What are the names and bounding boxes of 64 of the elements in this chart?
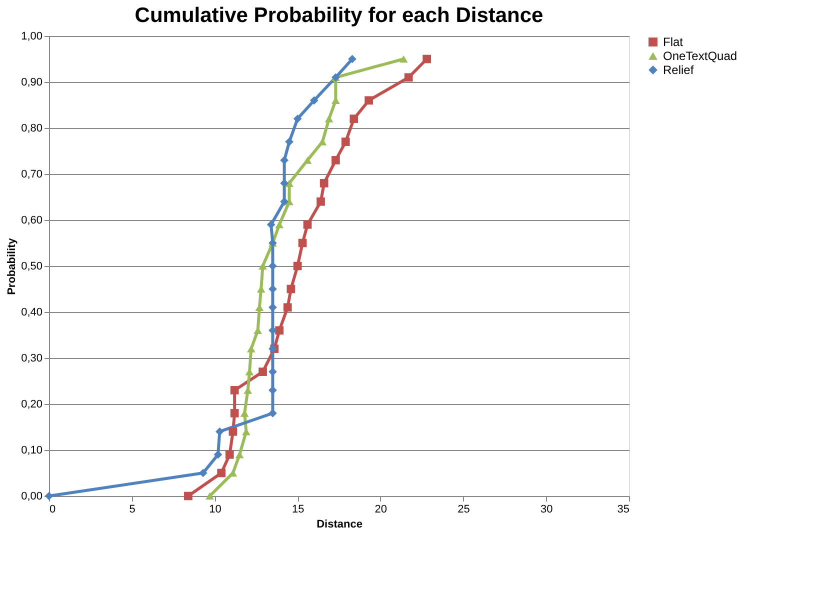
point: [285, 180, 294, 187]
point: [280, 179, 288, 188]
point: [286, 284, 296, 294]
point: [217, 468, 226, 478]
point: [332, 156, 340, 164]
legend-label: Relief: [663, 63, 694, 77]
point: [283, 303, 292, 312]
point: [348, 54, 356, 64]
point: [268, 386, 277, 394]
legend-label: Flat: [663, 35, 684, 49]
point: [298, 238, 307, 248]
point: [275, 326, 284, 335]
point: [316, 197, 325, 206]
point: [404, 73, 413, 82]
y-tick-label: 0,00: [21, 490, 42, 502]
x-tick-label: 20: [374, 504, 388, 516]
point: [228, 427, 238, 436]
y-axis-title: Probability: [6, 237, 18, 295]
point: [206, 492, 214, 500]
point: [320, 179, 328, 188]
y-tick-label: 0,90: [21, 76, 42, 88]
x-tick-label: 25: [458, 504, 470, 516]
y-tick-label: 0,20: [21, 398, 42, 410]
point: [258, 262, 267, 270]
point: [275, 220, 284, 228]
x-tick-label: 0: [50, 504, 56, 516]
x-axis-title: Distance: [316, 518, 362, 530]
y-tick-label: 0,40: [21, 306, 42, 318]
legend-label: OneTextQuad: [663, 49, 738, 63]
y-tick-label: 0,30: [21, 352, 42, 364]
point: [324, 115, 334, 122]
point: [422, 54, 432, 64]
point: [225, 450, 234, 459]
x-tick-label: 5: [129, 504, 136, 516]
y-tick-label: 1,00: [21, 30, 42, 42]
point: [230, 409, 239, 418]
point: [258, 368, 267, 376]
y-tick-label: 0,70: [21, 168, 42, 180]
point: [268, 409, 277, 418]
point: [184, 492, 192, 500]
point: [350, 114, 358, 123]
point: [303, 220, 312, 229]
y-tick-label: 0,10: [21, 444, 42, 456]
x-tick-label: 35: [617, 504, 630, 516]
point: [268, 368, 277, 376]
point: [364, 96, 374, 105]
point: [399, 55, 408, 63]
point: [285, 138, 294, 146]
chart-title: Cumulative Probability for each Distance: [134, 4, 544, 27]
point: [293, 262, 302, 270]
point: [230, 386, 239, 394]
point: [266, 220, 276, 229]
point: [310, 96, 318, 105]
point: [280, 156, 288, 164]
x-tick-label: 15: [292, 504, 304, 516]
point: [341, 138, 350, 146]
point: [318, 138, 327, 146]
point: [293, 114, 302, 123]
y-tick-label: 0,60: [21, 214, 42, 226]
point: [246, 345, 256, 352]
x-tick-label: 30: [540, 504, 553, 516]
y-tick-label: 0,50: [21, 260, 42, 272]
y-tick-label: 0,80: [21, 122, 42, 134]
x-tick-label: 10: [209, 504, 222, 516]
